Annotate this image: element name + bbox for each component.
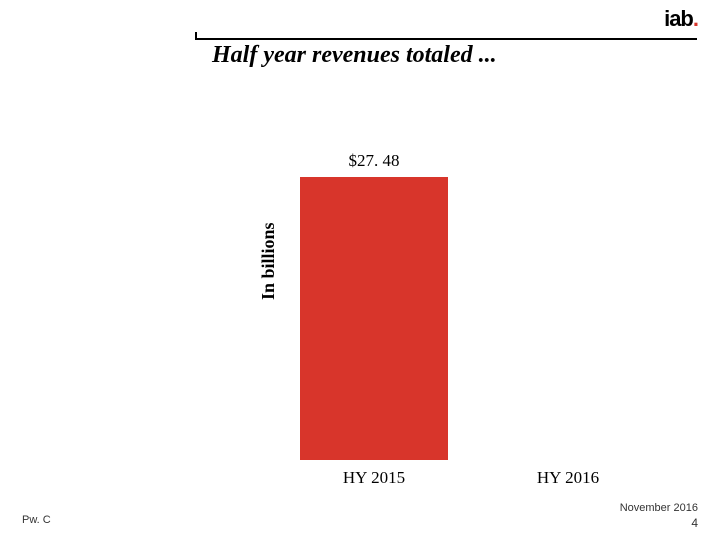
logo-text: iab bbox=[664, 6, 693, 31]
logo-dot: . bbox=[693, 6, 698, 31]
chart-plot-area: $27. 48 bbox=[284, 130, 644, 460]
bar-value-label: $27. 48 bbox=[294, 151, 454, 171]
bar bbox=[300, 177, 448, 460]
revenue-bar-chart: $27. 48 bbox=[284, 130, 644, 460]
footer-left: Pw. C bbox=[22, 514, 51, 526]
iab-logo: iab. bbox=[664, 6, 698, 32]
x-tick-label: HY 2016 bbox=[488, 468, 648, 488]
x-tick-label: HY 2015 bbox=[294, 468, 454, 488]
title-rule bbox=[195, 38, 697, 40]
slide-title: Half year revenues totaled ... bbox=[212, 42, 497, 69]
slide: iab. Half year revenues totaled ... In b… bbox=[0, 0, 720, 540]
footer-date: November 2016 bbox=[620, 502, 698, 514]
footer-right: November 2016 4 bbox=[620, 502, 698, 530]
page-number: 4 bbox=[620, 516, 698, 530]
